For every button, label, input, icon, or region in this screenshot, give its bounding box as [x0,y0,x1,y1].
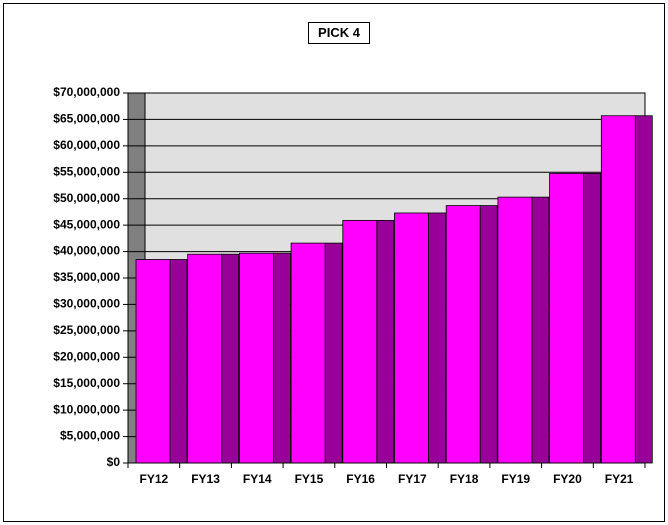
y-tick-label: $65,000,000 [53,112,120,126]
y-tick-label: $50,000,000 [53,191,120,205]
y-tick-label: $60,000,000 [53,138,120,152]
bar-side [479,205,498,464]
bar [135,259,171,464]
x-tick-label: FY17 [398,472,427,486]
bar [549,172,584,464]
bar-side [324,242,343,464]
x-tick-label: FY18 [450,472,479,486]
y-tick-label: $40,000,000 [53,244,120,258]
bar-side [169,259,188,464]
bar-side [634,115,653,464]
bar-side [531,196,550,464]
y-tick-label: $0 [107,455,121,469]
bar-side [376,219,395,464]
y-tick-label: $30,000,000 [53,297,120,311]
bar-side [583,172,601,464]
title-box [308,22,370,44]
bar [238,252,274,464]
x-tick-label: FY16 [346,472,375,486]
x-tick-label: FY15 [295,472,324,486]
x-tick-label: FY14 [243,472,272,486]
y-tick-label: $70,000,000 [53,85,120,99]
y-tick-label: $25,000,000 [53,323,120,337]
y-tick-label: $45,000,000 [53,217,120,231]
x-tick-label: FY19 [501,472,530,486]
y-tick-label: $5,000,000 [60,429,120,443]
x-tick-label: FY20 [553,472,582,486]
x-tick-label: FY13 [191,472,220,486]
y-tick-label: $10,000,000 [53,402,120,416]
bar [342,219,378,464]
bar [445,205,481,464]
bar [600,115,636,464]
bar-side [272,252,291,464]
x-tick-label: FY21 [605,472,634,486]
bar-side [428,212,446,464]
bar [187,253,223,464]
bar [497,196,533,464]
y-tick-label: $15,000,000 [53,376,120,390]
y-tick-label: $55,000,000 [53,164,120,178]
bar [394,212,429,464]
x-tick-label: FY12 [140,472,169,486]
chart-title: PICK 4 [318,25,361,40]
bar [290,242,326,464]
y-tick-label: $20,000,000 [53,349,120,363]
bar-side [221,253,240,464]
y-tick-label: $35,000,000 [53,270,120,284]
